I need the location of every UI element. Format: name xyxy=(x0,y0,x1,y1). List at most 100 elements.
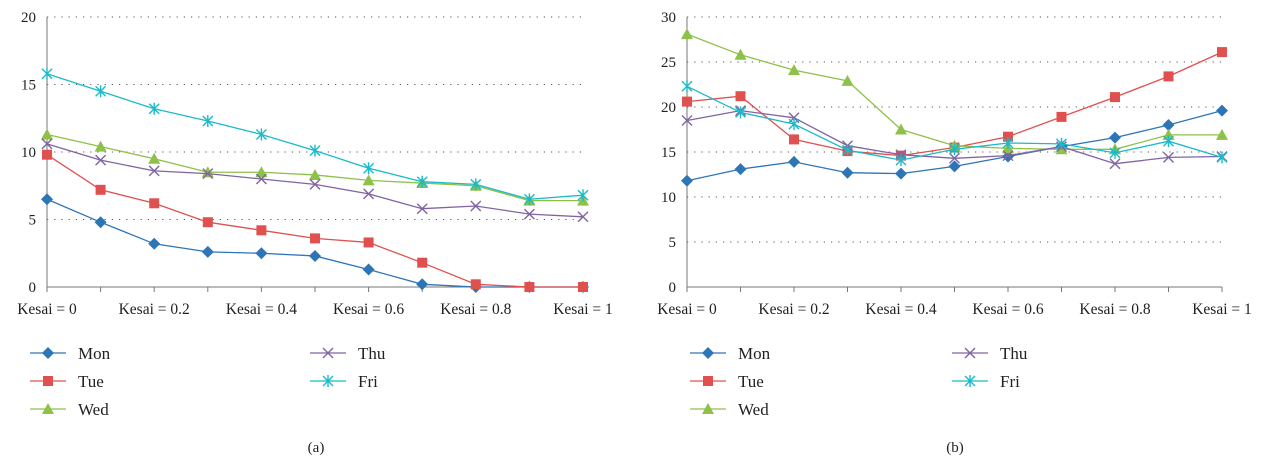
data-point-wed xyxy=(94,140,107,152)
legend: Mon Tue Wed Thu Fri xyxy=(30,344,386,419)
x-tick-label: Kesai = 0.2 xyxy=(758,301,829,318)
legend-marker xyxy=(43,376,53,386)
x-tick-label: Kesai = 0.6 xyxy=(972,301,1043,318)
y-tick-label: 5 xyxy=(669,235,677,251)
series-fri xyxy=(41,67,589,206)
legend-marker xyxy=(42,403,54,414)
data-point-fri xyxy=(895,154,907,167)
legend-label: Fri xyxy=(358,372,378,391)
data-point-thu xyxy=(416,203,428,215)
y-tick-label: 30 xyxy=(661,10,676,26)
data-point-tue xyxy=(202,217,213,228)
data-point-fri xyxy=(949,143,960,156)
data-point-fri xyxy=(363,162,375,175)
legend-marker xyxy=(702,347,714,359)
data-point-thu xyxy=(949,152,960,164)
data-point-fri xyxy=(1163,135,1174,148)
data-point-mon xyxy=(416,278,429,291)
data-point-tue xyxy=(363,237,374,248)
data-point-thu xyxy=(255,173,267,185)
chart-panel-a: 0 5 10 15 20 Kesai = 0 Kesai = 0.2 Kesai = 0.4 K… xyxy=(17,10,613,456)
data-point-tue xyxy=(417,257,428,268)
data-point-mon xyxy=(895,167,907,180)
data-point-fri xyxy=(842,144,853,157)
series-thu xyxy=(41,138,589,223)
data-point-thu xyxy=(309,178,321,190)
data-point-fri xyxy=(788,118,800,131)
legend-label: Wed xyxy=(78,400,109,419)
x-tick-label: Kesai = 0.4 xyxy=(226,301,297,318)
y-tick-label: 25 xyxy=(661,55,676,71)
data-point-thu xyxy=(577,211,589,223)
data-point-tue xyxy=(310,233,320,244)
data-point-fri xyxy=(1216,151,1228,164)
data-point-mon xyxy=(1109,131,1121,144)
data-point-mon xyxy=(201,245,214,258)
x-tick-label: Kesai = 0.8 xyxy=(440,301,511,318)
legend-item-mon: Mon xyxy=(690,344,771,363)
legend-label: Thu xyxy=(358,344,386,363)
legend-item-thu: Thu xyxy=(952,344,1028,363)
data-point-tue xyxy=(1217,47,1227,58)
x-tick-label: Kesai = 0.2 xyxy=(119,301,190,318)
data-point-mon xyxy=(948,160,961,173)
data-point-mon xyxy=(255,247,268,260)
data-point-fri xyxy=(95,85,107,98)
data-point-fri xyxy=(309,144,321,157)
data-point-thu xyxy=(1002,150,1014,162)
x-tick-label: Kesai = 0.4 xyxy=(865,301,936,318)
legend-marker xyxy=(702,403,714,414)
legend-item-tue: Tue xyxy=(30,372,104,391)
data-point-wed xyxy=(1162,128,1175,140)
data-point-tue xyxy=(256,225,267,236)
data-point-thu xyxy=(1109,158,1121,170)
legend-label: Mon xyxy=(78,344,111,363)
data-point-fri xyxy=(255,128,267,141)
x-tick-label: Kesai = 1 xyxy=(1192,301,1252,318)
data-point-tue xyxy=(42,149,52,160)
data-point-thu xyxy=(681,115,693,126)
legend-marker xyxy=(703,376,713,386)
data-point-tue xyxy=(1003,131,1013,142)
y-tick-label: 20 xyxy=(661,100,676,116)
y-tick-label: 20 xyxy=(21,10,36,26)
legend-label: Mon xyxy=(738,344,771,363)
data-point-thu xyxy=(202,168,214,180)
y-tick-label: 10 xyxy=(21,145,36,161)
series-wed xyxy=(41,128,589,206)
data-point-tue xyxy=(1110,92,1120,103)
series-line-wed xyxy=(46,133,583,202)
x-tick-label: Kesai = 0 xyxy=(17,301,77,318)
data-point-tue xyxy=(1163,71,1174,82)
data-point-tue xyxy=(1056,111,1067,122)
data-point-wed xyxy=(734,48,747,60)
legend-item-tue: Tue xyxy=(690,372,764,391)
y-tick-label: 0 xyxy=(29,280,37,296)
data-point-wed xyxy=(41,128,53,140)
y-tick-label: 10 xyxy=(661,190,676,206)
panel-label: (a) xyxy=(308,440,325,456)
data-point-tue xyxy=(470,279,481,290)
data-point-thu xyxy=(1163,151,1174,163)
data-point-fri xyxy=(41,67,53,80)
legend-item-fri: Fri xyxy=(952,372,1020,391)
series-fri xyxy=(681,80,1228,167)
x-tick-label: Kesai = 0.8 xyxy=(1079,301,1150,318)
data-point-mon xyxy=(362,263,375,276)
legend-item-thu: Thu xyxy=(310,344,386,363)
data-point-wed xyxy=(1216,128,1228,140)
data-point-fri xyxy=(148,102,160,115)
y-tick-label: 15 xyxy=(661,145,676,161)
data-point-thu xyxy=(95,154,107,166)
legend-marker xyxy=(322,375,334,387)
data-point-mon xyxy=(41,193,53,206)
data-point-tue xyxy=(578,282,588,292)
series-line-fri xyxy=(46,73,584,200)
data-point-tue xyxy=(95,184,106,195)
legend-label: Tue xyxy=(78,372,104,391)
data-point-wed xyxy=(841,74,854,86)
x-tick-label: Kesai = 1 xyxy=(553,301,613,318)
data-point-tue xyxy=(735,91,746,102)
data-point-fri xyxy=(681,80,693,93)
data-point-wed xyxy=(255,166,268,178)
